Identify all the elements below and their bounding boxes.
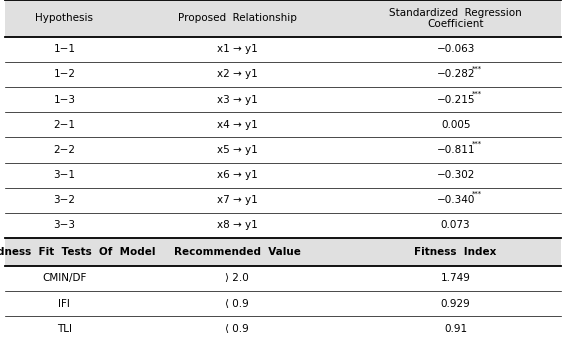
Text: 0.005: 0.005: [441, 120, 470, 130]
Text: Standardized  Regression
Coefficient: Standardized Regression Coefficient: [389, 7, 522, 29]
Text: ***: ***: [471, 90, 482, 97]
Text: x6 → y1: x6 → y1: [217, 170, 258, 180]
Text: 3−2: 3−2: [53, 195, 75, 205]
Text: x4 → y1: x4 → y1: [217, 120, 258, 130]
Text: Recommended  Value: Recommended Value: [174, 247, 301, 257]
Text: CMIN/DF: CMIN/DF: [42, 273, 87, 284]
Text: 0.073: 0.073: [441, 220, 470, 231]
Text: −0.340: −0.340: [436, 195, 475, 205]
Text: x8 → y1: x8 → y1: [217, 220, 258, 231]
Text: x7 → y1: x7 → y1: [217, 195, 258, 205]
Text: IFI: IFI: [58, 299, 70, 309]
Text: ***: ***: [471, 191, 482, 197]
Text: 0.929: 0.929: [441, 299, 470, 309]
Text: Hypothesis: Hypothesis: [36, 13, 93, 23]
Text: ⟨ 0.9: ⟨ 0.9: [225, 299, 249, 309]
Text: x1 → y1: x1 → y1: [217, 44, 258, 54]
Text: Proposed  Relationship: Proposed Relationship: [178, 13, 297, 23]
Text: x5 → y1: x5 → y1: [217, 145, 258, 155]
Text: 0.91: 0.91: [444, 324, 467, 334]
Text: −0.063: −0.063: [436, 44, 475, 54]
Text: 1−2: 1−2: [53, 69, 75, 80]
Text: TLI: TLI: [57, 324, 72, 334]
Text: −0.215: −0.215: [436, 95, 475, 105]
Text: 1−3: 1−3: [53, 95, 75, 105]
Text: 2−1: 2−1: [53, 120, 75, 130]
Text: x3 → y1: x3 → y1: [217, 95, 258, 105]
Text: 3−1: 3−1: [53, 170, 75, 180]
Text: 2−2: 2−2: [53, 145, 75, 155]
Text: −0.811: −0.811: [436, 145, 475, 155]
Bar: [5, 238, 561, 266]
Text: ***: ***: [471, 141, 482, 147]
Text: Fitness  Index: Fitness Index: [414, 247, 497, 257]
Text: 1.749: 1.749: [441, 273, 470, 284]
Text: Goodness  Fit  Tests  Of  Model: Goodness Fit Tests Of Model: [0, 247, 155, 257]
Text: −0.302: −0.302: [436, 170, 475, 180]
Text: ***: ***: [471, 65, 482, 71]
Text: x2 → y1: x2 → y1: [217, 69, 258, 80]
Text: ⟨ 0.9: ⟨ 0.9: [225, 324, 249, 334]
Text: −0.282: −0.282: [436, 69, 475, 80]
Text: 1−1: 1−1: [53, 44, 75, 54]
Text: ⟩ 2.0: ⟩ 2.0: [225, 273, 249, 284]
Text: 3−3: 3−3: [53, 220, 75, 231]
Bar: [5, 0, 561, 37]
